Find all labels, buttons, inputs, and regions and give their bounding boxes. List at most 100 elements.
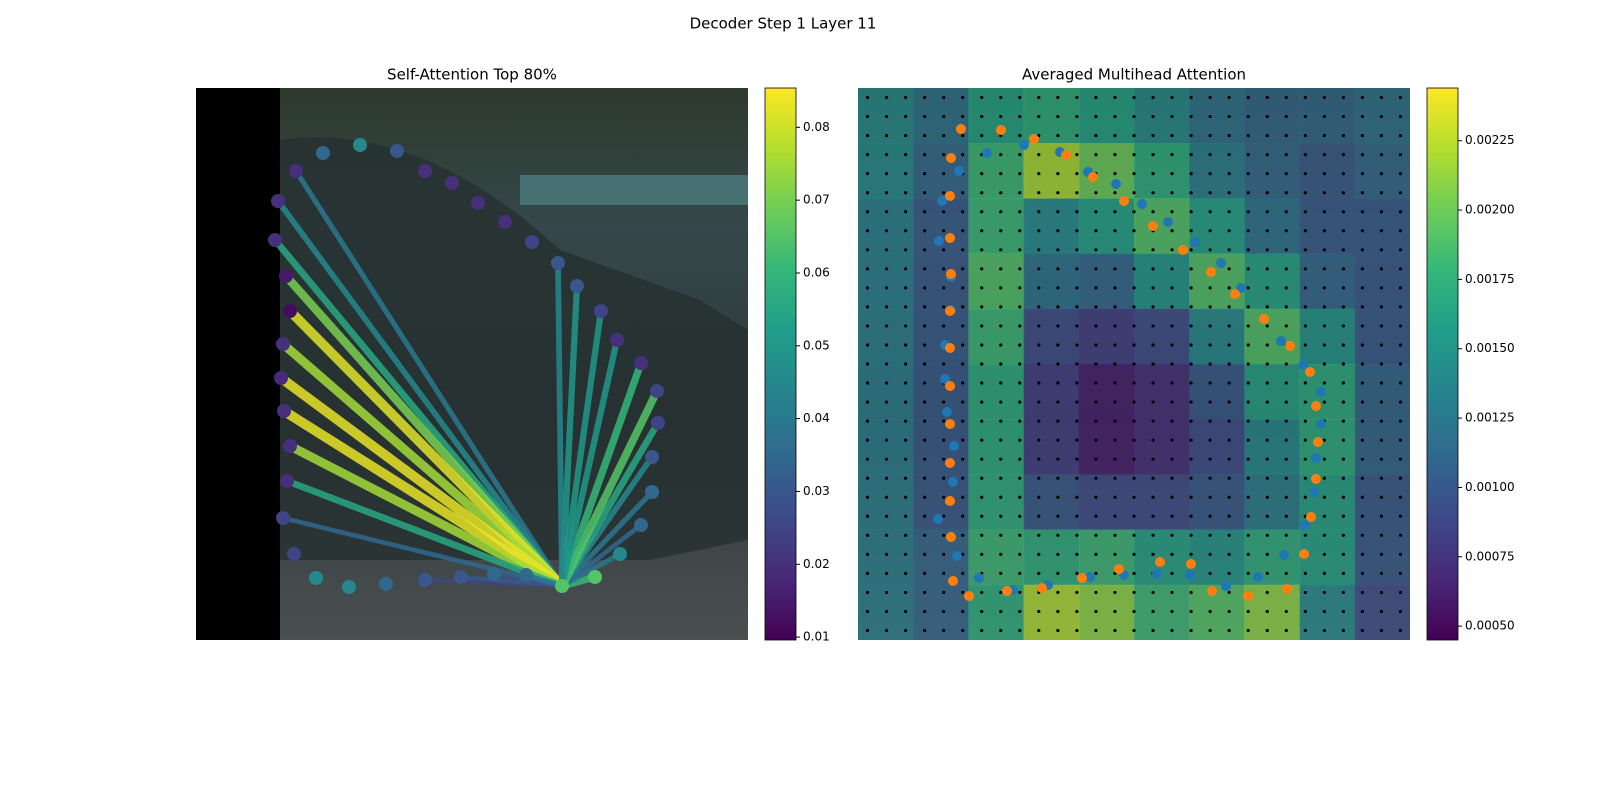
grid-dot (1075, 514, 1079, 518)
grid-dot (1398, 210, 1403, 214)
grid-dot (923, 114, 927, 119)
grid-dot (1341, 628, 1345, 633)
grid-dot (942, 286, 946, 290)
grid-dot (1360, 324, 1365, 328)
grid-dot (1151, 533, 1155, 537)
grid-dot (923, 609, 927, 614)
grid-dot (1360, 95, 1365, 100)
keypoint (309, 571, 323, 585)
grid-dot (1189, 343, 1193, 347)
grid-dot (884, 438, 889, 442)
grid-dot (1132, 362, 1136, 366)
point (1088, 172, 1098, 182)
heatmap-cell (1354, 529, 1410, 586)
heatmap-cell (1078, 88, 1135, 144)
grid-dot (1075, 153, 1079, 157)
grid-dot (884, 590, 889, 595)
grid-dot (884, 172, 889, 176)
grid-dot (1113, 286, 1117, 290)
grid-dot (1132, 267, 1136, 271)
grid-dot (1208, 191, 1212, 195)
grid-dot (1056, 343, 1060, 347)
heatmap-cell (1134, 419, 1190, 475)
grid-dot (903, 267, 908, 271)
grid-dot (942, 229, 946, 233)
grid-dot (1379, 571, 1384, 575)
grid-dot (884, 533, 889, 537)
grid-dot (999, 419, 1003, 423)
grid-dot (1208, 286, 1212, 290)
grid-dot (1379, 514, 1384, 518)
grid-dot (1018, 457, 1022, 461)
grid-dot (942, 133, 946, 138)
grid-dot (1227, 305, 1231, 309)
grid-dot (1265, 114, 1269, 119)
point (996, 125, 1006, 135)
grid-dot (999, 609, 1003, 614)
grid-dot (1170, 514, 1174, 518)
heatmap-cell (913, 419, 969, 475)
grid-dot (980, 514, 984, 518)
point (945, 233, 955, 243)
grid-dot (1170, 381, 1174, 385)
point (1276, 336, 1286, 346)
heatmap-cell (1299, 584, 1356, 640)
point (945, 381, 955, 391)
heatmap-cell (1189, 529, 1245, 586)
grid-dot (1265, 153, 1269, 157)
grid-dot (999, 495, 1003, 499)
grid-dot (903, 609, 908, 614)
grid-dot (1037, 153, 1041, 157)
grid-dot (1018, 114, 1022, 119)
grid-dot (1398, 229, 1403, 233)
grid-dot (1208, 343, 1212, 347)
grid-dot (1018, 419, 1022, 423)
grid-dot (1018, 438, 1022, 442)
grid-dot (1094, 590, 1098, 595)
grid-dot (1246, 495, 1250, 499)
grid-dot (865, 552, 870, 556)
grid-dot (1379, 191, 1384, 195)
keypoint (645, 450, 659, 464)
grid-dot (865, 95, 870, 100)
grid-dot (884, 628, 889, 633)
grid-dot (980, 552, 984, 556)
grid-dot (923, 267, 927, 271)
grid-dot (999, 438, 1003, 442)
grid-dot (1341, 571, 1345, 575)
grid-dot (1113, 438, 1117, 442)
keypoint (276, 511, 290, 525)
heatmap-cell (1189, 143, 1245, 199)
grid-dot (1094, 305, 1098, 309)
grid-dot (1284, 324, 1288, 328)
grid-dot (942, 419, 946, 423)
grid-dot (999, 153, 1003, 157)
grid-dot (961, 400, 965, 404)
grid-dot (1208, 133, 1212, 138)
heatmap-cell (1189, 88, 1245, 144)
grid-dot (1113, 324, 1117, 328)
grid-dot (1284, 514, 1288, 518)
grid-dot (923, 457, 927, 461)
grid-dot (1151, 457, 1155, 461)
heatmap-cell (1244, 253, 1301, 310)
grid-dot (1018, 400, 1022, 404)
keypoint (342, 580, 356, 594)
attention-link (282, 515, 563, 589)
grid-dot (1341, 267, 1345, 271)
grid-dot (1018, 514, 1022, 518)
heatmap-cell (913, 198, 969, 255)
point (1298, 360, 1308, 370)
keypoint (283, 304, 297, 318)
colorbar-tick-label: 0.02 (803, 557, 830, 571)
keypoint (289, 164, 303, 178)
grid-dot (980, 248, 984, 252)
grid-dot (1341, 248, 1345, 252)
point (1243, 591, 1253, 601)
grid-dot (1303, 324, 1307, 328)
grid-dot (1227, 381, 1231, 385)
grid-dot (1322, 590, 1326, 595)
panel-title: Self-Attention Top 80% (387, 66, 557, 84)
grid-dot (999, 229, 1003, 233)
